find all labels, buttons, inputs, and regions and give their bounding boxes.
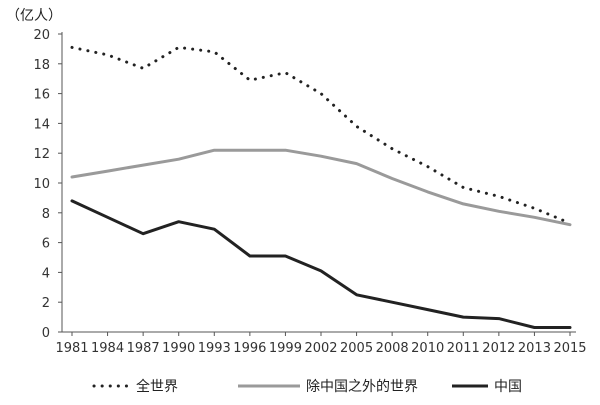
y-axis-unit-label: （亿人） [6,8,62,24]
x-tick-label: 1993 [198,341,231,356]
x-tick-label: 1987 [127,341,160,356]
series-line-0 [70,45,572,225]
x-tick-label: 2005 [340,341,373,356]
x-tick-label: 1990 [162,341,195,356]
y-tick-label: 6 [42,237,50,252]
y-tick-label: 14 [33,117,50,132]
x-tick-label: 1999 [269,341,302,356]
y-tick-label: 8 [42,207,50,222]
y-tick-label: 4 [42,266,50,281]
x-tick-label: 2015 [553,341,586,356]
y-tick-label: 12 [33,147,50,162]
series-group [70,45,572,329]
x-tick-label: 2008 [376,341,409,356]
legend-label-0: 全世界 [136,378,178,395]
y-tick-label: 18 [33,58,50,73]
y-tick-label: 2 [42,296,50,311]
x-tick-label: 2012 [482,341,515,356]
y-tick-label: 10 [33,177,50,192]
legend-label-1: 除中国之外的世界 [306,379,418,395]
legend-label-2: 中国 [494,379,522,395]
x-tick-label: 2002 [304,341,337,356]
x-tick-label: 2010 [411,341,444,356]
series-line-1 [70,148,572,227]
series-line-2 [70,199,572,329]
y-tick-label: 0 [42,326,50,341]
x-tick-label: 1984 [91,341,124,356]
x-tick-label: 2013 [518,341,551,356]
x-tick-label: 2011 [447,341,480,356]
x-tick-label: 1996 [233,341,266,356]
x-tick-label: 1981 [55,341,88,356]
legend: 全世界 除中国之外的世界 中国 [92,378,522,395]
y-tick-label: 16 [33,88,50,103]
y-tick-label: 20 [33,28,50,43]
